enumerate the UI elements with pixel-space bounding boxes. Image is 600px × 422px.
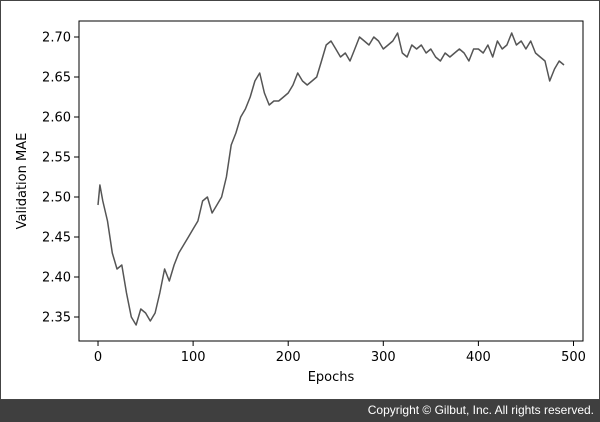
y-tick-label: 2.40 <box>42 271 71 286</box>
y-tick-label: 2.45 <box>42 231 71 246</box>
x-tick-label: 400 <box>466 350 491 365</box>
line-chart: 0 100 200 300 400 500 2.35 2.40 2.45 2.50 2.55 2.6… <box>15 20 586 385</box>
x-axis: 0 100 200 300 400 500 <box>94 341 586 365</box>
x-tick-label: 0 <box>94 350 102 365</box>
x-tick-label: 100 <box>181 350 206 365</box>
x-tick-label: 500 <box>561 350 586 365</box>
y-tick-label: 2.35 <box>42 311 71 326</box>
series-line <box>97 32 565 326</box>
copyright-footer: Copyright © Gilbut, Inc. All rights rese… <box>0 400 600 422</box>
y-tick-label: 2.70 <box>42 31 71 46</box>
y-tick-label: 2.60 <box>42 111 71 126</box>
figure-frame: 0 100 200 300 400 500 2.35 2.40 2.45 2.50 2.55 2.6… <box>0 0 600 400</box>
y-tick-label: 2.50 <box>42 191 71 206</box>
copyright-text: Copyright © Gilbut, Inc. All rights rese… <box>367 403 594 417</box>
y-axis-label: Validation MAE <box>15 133 30 230</box>
x-axis-label: Epochs <box>308 370 355 385</box>
plot-area <box>78 20 584 342</box>
x-tick-label: 300 <box>371 350 396 365</box>
y-tick-label: 2.65 <box>42 71 71 86</box>
y-tick-label: 2.55 <box>42 151 71 166</box>
x-tick-label: 200 <box>276 350 301 365</box>
y-axis: 2.35 2.40 2.45 2.50 2.55 2.60 2.65 2.70 <box>42 31 79 326</box>
series-layer <box>97 32 565 326</box>
